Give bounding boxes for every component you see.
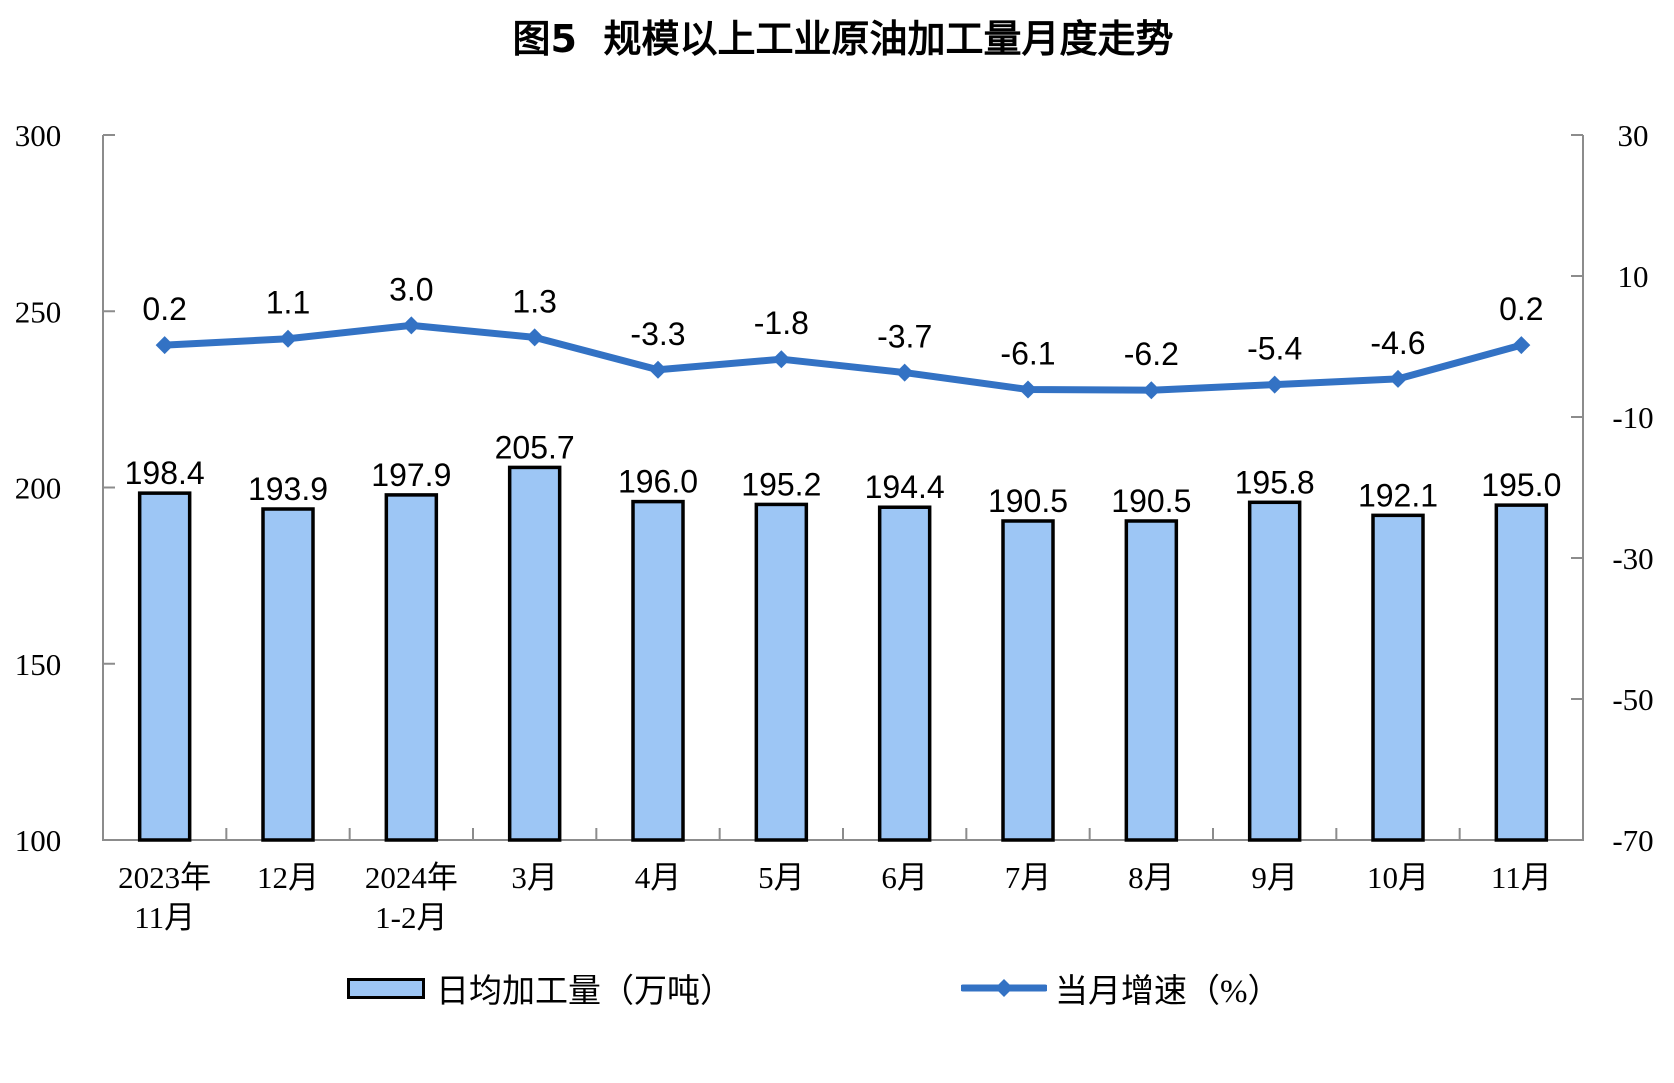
bar xyxy=(1124,519,1179,842)
right-axis-tick-label: -10 xyxy=(1612,400,1653,435)
bar-value-label: 193.9 xyxy=(248,471,328,507)
line-legend-label: 当月增速（%） xyxy=(1055,974,1281,1010)
bar xyxy=(1247,500,1302,842)
bar-value-label: 198.4 xyxy=(125,455,205,491)
line-marker xyxy=(402,316,421,335)
category-label: 4月 xyxy=(635,860,682,895)
bar-legend-label: 日均加工量（万吨） xyxy=(436,974,733,1010)
line-value-label: -4.6 xyxy=(1370,325,1425,361)
category-label: 11月 xyxy=(1491,860,1552,895)
line-marker xyxy=(895,363,914,382)
line-marker xyxy=(155,336,174,355)
category-label: 2023年 11月 xyxy=(118,860,211,935)
category-label: 3月 xyxy=(511,860,558,895)
bar-value-label: 190.5 xyxy=(988,483,1068,519)
left-axis-tick-label: 100 xyxy=(15,823,62,858)
right-axis-tick-label: -70 xyxy=(1612,823,1653,858)
legend-item-bars: 日均加工量（万吨） xyxy=(347,966,733,1010)
right-axis-tick-label: -50 xyxy=(1612,682,1653,717)
bar xyxy=(261,507,315,842)
bar-value-label: 192.1 xyxy=(1358,477,1438,513)
right-axis-tick-label: -30 xyxy=(1612,541,1653,576)
growth-line xyxy=(161,321,1525,394)
bar-value-label: 194.4 xyxy=(865,469,945,505)
bar-legend-swatch xyxy=(347,977,425,999)
line-marker xyxy=(279,329,297,348)
bar xyxy=(1371,513,1425,842)
bar-value-label: 195.8 xyxy=(1235,464,1315,500)
bar-value-label: 195.0 xyxy=(1481,467,1561,503)
bar-value-label: 197.9 xyxy=(371,457,451,493)
left-axis-tick-label: 200 xyxy=(15,471,62,506)
bar-value-label: 190.5 xyxy=(1111,483,1191,519)
line-value-label: -1.8 xyxy=(754,305,809,341)
left-axis-tick-label: 250 xyxy=(15,294,62,329)
line-value-label: -6.1 xyxy=(1000,336,1055,372)
line-marker xyxy=(1142,381,1161,400)
category-label: 9月 xyxy=(1251,860,1298,895)
bar xyxy=(877,505,932,842)
category-label: 10月 xyxy=(1367,860,1429,895)
bar xyxy=(754,502,809,842)
line-value-label: -5.4 xyxy=(1247,331,1302,367)
bar xyxy=(384,493,439,842)
bar xyxy=(1494,503,1549,842)
line-marker xyxy=(1265,375,1284,394)
line-value-label: 1.3 xyxy=(512,283,556,319)
line-value-label: 1.1 xyxy=(266,285,310,321)
line-marker xyxy=(772,350,791,369)
line-value-label: 0.2 xyxy=(1499,291,1543,327)
line-value-label: 3.0 xyxy=(389,271,433,307)
line-value-label: -3.3 xyxy=(630,316,685,352)
category-label: 7月 xyxy=(1005,860,1052,895)
category-label: 8月 xyxy=(1128,860,1175,895)
left-axis-tick-label: 150 xyxy=(15,647,62,682)
bar xyxy=(137,491,192,842)
line-value-label: 0.2 xyxy=(142,291,186,327)
bar-value-label: 195.2 xyxy=(741,466,821,502)
line-marker xyxy=(1512,336,1531,355)
line-value-label: -3.7 xyxy=(877,319,932,355)
legend-item-line: 当月增速（%） xyxy=(961,966,1281,1010)
bar-value-label: 196.0 xyxy=(618,464,698,500)
bar xyxy=(631,499,685,842)
category-label: 12月 xyxy=(257,860,319,895)
line-marker xyxy=(1019,380,1037,399)
line-value-label: -6.2 xyxy=(1124,336,1179,372)
line-legend-marker xyxy=(995,979,1013,997)
bar-value-label: 205.7 xyxy=(495,429,575,465)
line-marker xyxy=(649,360,667,379)
line-legend-swatch xyxy=(961,979,1047,997)
chart-title: 图5 规模以上工业原油加工量月度走势 xyxy=(512,17,1174,61)
right-axis-tick-label: 10 xyxy=(1618,259,1649,294)
category-label: 2024年 1-2月 xyxy=(365,860,458,935)
left-axis-tick-label: 300 xyxy=(15,118,62,153)
right-axis-tick-label: 30 xyxy=(1618,118,1649,153)
bar xyxy=(507,465,562,842)
line-marker xyxy=(1389,369,1407,388)
category-label: 5月 xyxy=(758,860,805,895)
line-marker xyxy=(525,328,544,347)
category-label: 6月 xyxy=(881,860,928,895)
bar xyxy=(1001,519,1055,842)
